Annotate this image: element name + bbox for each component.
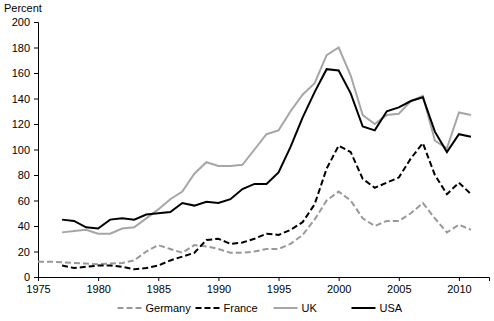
x-tick-mark <box>399 277 400 281</box>
legend-label: France <box>224 302 258 314</box>
legend-swatch <box>118 307 142 309</box>
y-tick-mark <box>34 201 38 202</box>
y-tick-label: 60 <box>18 195 30 207</box>
y-tick-label: 180 <box>12 42 30 54</box>
x-tick: 2000 <box>327 277 351 295</box>
y-tick: 180 <box>12 42 38 54</box>
y-tick-mark <box>34 277 38 278</box>
x-tick-label: 2000 <box>327 283 351 295</box>
y-axis-title: Percent <box>4 2 42 14</box>
y-tick-label: 80 <box>18 169 30 181</box>
chart: 1975 1980 1985 1990 1995 2000 2005 2010 0 20 40 60 8… <box>0 0 494 321</box>
y-tick: 40 <box>18 220 38 232</box>
y-tick: 160 <box>12 67 38 79</box>
y-tick: 20 <box>18 246 38 258</box>
y-tick-mark <box>34 124 38 125</box>
y-tick-label: 100 <box>12 144 30 156</box>
y-tick-mark <box>34 22 38 23</box>
y-tick-label: 200 <box>12 16 30 28</box>
x-tick: 1995 <box>267 277 291 295</box>
legend-item: UK <box>274 302 318 314</box>
y-tick-mark <box>34 226 38 227</box>
y-tick-label: 0 <box>24 271 30 283</box>
x-tick-label: 1980 <box>86 283 110 295</box>
x-tick-mark <box>218 277 219 281</box>
y-tick: 80 <box>18 169 38 181</box>
legend-label: Germany <box>146 302 192 314</box>
y-tick-mark <box>34 73 38 74</box>
x-tick: 2005 <box>387 277 411 295</box>
x-axis: 1975 1980 1985 1990 1995 2000 2005 2010 <box>26 277 489 295</box>
y-tick-label: 120 <box>12 118 30 130</box>
y-tick-mark <box>34 252 38 253</box>
x-tick: 2010 <box>447 277 471 295</box>
series-line <box>62 69 471 228</box>
series-line <box>38 192 471 265</box>
y-tick-mark <box>34 48 38 49</box>
x-tick: 1985 <box>147 277 171 295</box>
x-tick-mark <box>339 277 340 281</box>
y-tick-label: 20 <box>18 246 30 258</box>
x-tick-label: 2010 <box>447 283 471 295</box>
plot-area: 1975 1980 1985 1990 1995 2000 2005 2010 0 20 40 60 8… <box>12 16 490 295</box>
y-tick: 0 <box>24 271 38 283</box>
x-tick-mark <box>459 277 460 281</box>
legend-item: Germany <box>118 302 192 314</box>
y-axis-line <box>34 23 39 278</box>
x-tick-label: 2005 <box>387 283 411 295</box>
y-tick-mark <box>34 99 38 100</box>
y-tick: 140 <box>12 93 38 105</box>
series-line <box>62 143 471 269</box>
legend-label: USA <box>380 302 403 314</box>
x-tick-label: 1995 <box>267 283 291 295</box>
legend-swatch <box>196 307 220 309</box>
x-axis-line <box>39 278 490 282</box>
y-tick: 200 <box>12 16 38 28</box>
x-tick: 1990 <box>207 277 231 295</box>
y-tick: 60 <box>18 195 38 207</box>
x-tick-label: 1990 <box>207 283 231 295</box>
legend-swatch <box>274 307 298 309</box>
x-tick: 1980 <box>86 277 110 295</box>
series-line <box>62 48 471 234</box>
y-tick-mark <box>34 150 38 151</box>
x-tick-mark <box>98 277 99 281</box>
y-tick-label: 40 <box>18 220 30 232</box>
legend-label: UK <box>302 302 318 314</box>
x-tick-mark <box>279 277 280 281</box>
y-axis: 0 20 40 60 80 100 120 140 160 180 200 <box>12 16 39 283</box>
legend: Germany France UK USA <box>118 302 403 314</box>
y-tick: 100 <box>12 144 38 156</box>
legend-item: France <box>196 302 258 314</box>
x-tick-label: 1975 <box>26 283 50 295</box>
y-tick-label: 160 <box>12 67 30 79</box>
y-tick-mark <box>34 175 38 176</box>
y-tick-label: 140 <box>12 93 30 105</box>
y-tick: 120 <box>12 118 38 130</box>
x-tick-mark <box>158 277 159 281</box>
legend-swatch <box>352 307 376 309</box>
x-tick-label: 1985 <box>147 283 171 295</box>
legend-item: USA <box>352 302 403 314</box>
lines <box>38 48 471 270</box>
